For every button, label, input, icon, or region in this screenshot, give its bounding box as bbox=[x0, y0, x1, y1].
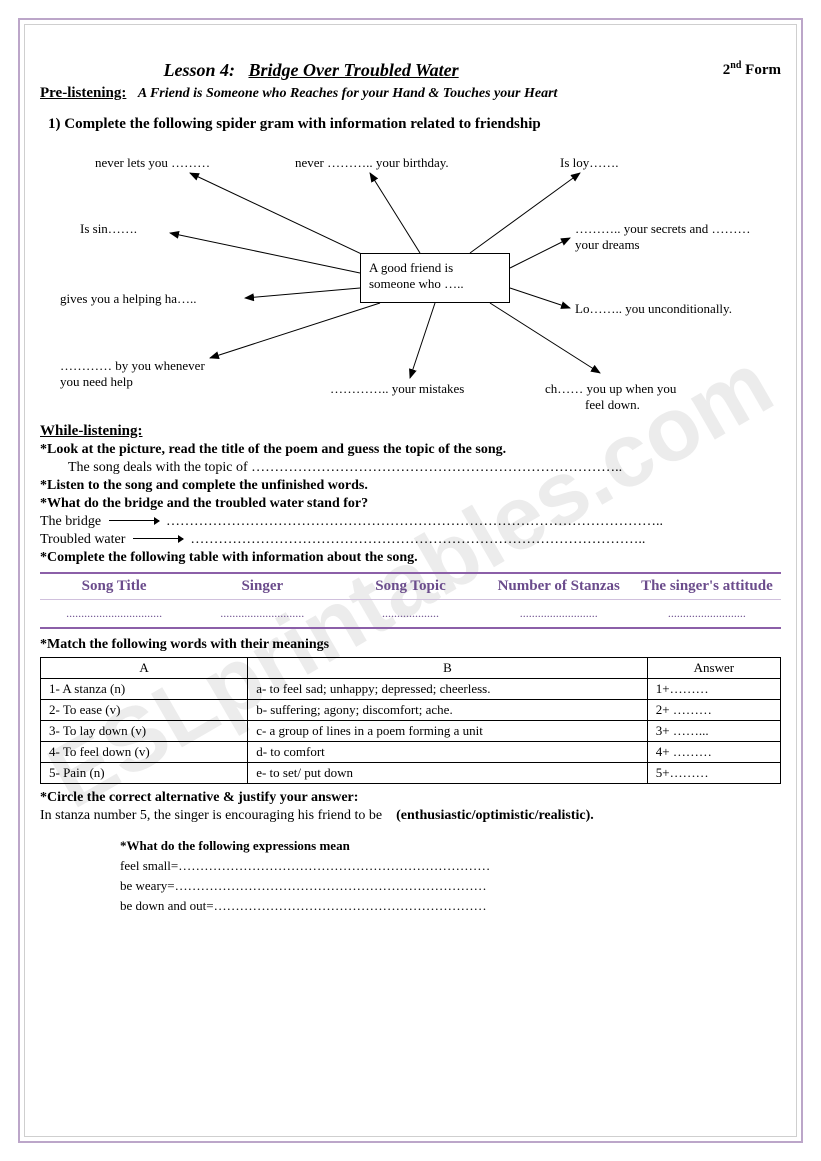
lesson-title: Bridge Over Troubled Water bbox=[249, 60, 459, 80]
expr-be-weary: be weary=……………………………………………………………… bbox=[120, 878, 781, 894]
match-b2: b- suffering; agony; discomfort; ache. bbox=[248, 700, 648, 721]
center-line1: A good friend is bbox=[369, 260, 453, 275]
song-col-attitude: The singer's attitude bbox=[633, 574, 781, 599]
match-head-a: A bbox=[41, 658, 248, 679]
spider-center: A good friend is someone who ….. bbox=[360, 253, 510, 303]
troubled-line: Troubled water …………………………………………………………………… bbox=[40, 532, 781, 548]
branch-mistakes: ………….. your mistakes bbox=[330, 381, 464, 397]
circle-options: (enthusiastic/optimistic/realistic). bbox=[396, 808, 594, 823]
match-b5: e- to set/ put down bbox=[248, 763, 648, 784]
branch-sincere: Is sin……. bbox=[80, 221, 137, 237]
match-intro: *Match the following words with their me… bbox=[40, 637, 781, 653]
song-table: Song Title Singer Song Topic Number of S… bbox=[40, 572, 781, 629]
song-cell-stanzas: .......................... bbox=[485, 600, 633, 627]
form-label: 2nd Form bbox=[723, 60, 781, 79]
song-cell-singer: ............................ bbox=[188, 600, 336, 627]
branch-secrets: ……….. your secrets and ……… your dreams bbox=[575, 221, 750, 253]
question-1: 1) Complete the following spider gram wi… bbox=[48, 116, 781, 133]
header-line: Lesson 4: Bridge Over Troubled Water 2nd… bbox=[40, 60, 781, 81]
circle-text-line: In stanza number 5, the singer is encour… bbox=[40, 808, 781, 824]
match-b1: a- to feel sad; unhappy; depressed; chee… bbox=[248, 679, 648, 700]
troubled-label: Troubled water bbox=[40, 532, 125, 547]
match-a5: 5- Pain (n) bbox=[41, 763, 248, 784]
bridge-dots: …………………………………………………………………………………………….. bbox=[166, 514, 663, 529]
circle-text: In stanza number 5, the singer is encour… bbox=[40, 808, 382, 823]
match-head-answer: Answer bbox=[647, 658, 780, 679]
song-col-singer: Singer bbox=[188, 574, 336, 599]
table-intro: *Complete the following table with infor… bbox=[40, 550, 781, 566]
worksheet-content: Lesson 4: Bridge Over Troubled Water 2nd… bbox=[40, 60, 781, 914]
match-row: 1- A stanza (n)a- to feel sad; unhappy; … bbox=[41, 679, 781, 700]
song-cell-attitude: .......................... bbox=[633, 600, 781, 627]
match-ans5: 5+……… bbox=[647, 763, 780, 784]
secrets-line1: ……….. your secrets and ……… bbox=[575, 221, 750, 236]
match-a3: 3- To lay down (v) bbox=[41, 721, 248, 742]
match-table: A B Answer 1- A stanza (n)a- to feel sad… bbox=[40, 657, 781, 784]
match-ans4: 4+ ……… bbox=[647, 742, 780, 763]
circle-intro: *Circle the correct alternative & justif… bbox=[40, 790, 781, 806]
match-row: 4- To feel down (v)d- to comfort4+ ……… bbox=[41, 742, 781, 763]
pre-listening-head: Pre-listening: bbox=[40, 85, 126, 101]
song-col-stanzas: Number of Stanzas bbox=[485, 574, 633, 599]
match-a4: 4- To feel down (v) bbox=[41, 742, 248, 763]
while-l3: *Listen to the song and complete the unf… bbox=[40, 478, 781, 494]
match-ans2: 2+ ……… bbox=[647, 700, 780, 721]
lesson-label: Lesson 4: bbox=[164, 60, 236, 80]
while-l2: The song deals with the topic of …………………… bbox=[68, 460, 781, 476]
spider-diagram: A good friend is someone who ….. never l… bbox=[40, 143, 781, 423]
branch-loyal: Is loy……. bbox=[560, 155, 619, 171]
match-row: 3- To lay down (v)c- a group of lines in… bbox=[41, 721, 781, 742]
expr-be-down: be down and out=……………………………………………………… bbox=[120, 898, 781, 914]
branch-helping-hand: gives you a helping ha….. bbox=[60, 291, 196, 307]
center-line2: someone who ….. bbox=[369, 276, 464, 291]
branch-loves: Lo…….. you unconditionally. bbox=[575, 301, 732, 317]
song-col-title: Song Title bbox=[40, 574, 188, 599]
song-col-topic: Song Topic bbox=[336, 574, 484, 599]
match-a2: 2- To ease (v) bbox=[41, 700, 248, 721]
bridge-label: The bridge bbox=[40, 514, 101, 529]
match-ans3: 3+ ……... bbox=[647, 721, 780, 742]
expr-feel-small: feel small=……………………………………………………………… bbox=[120, 858, 781, 874]
form-word: Form bbox=[745, 62, 781, 78]
expr-intro: *What do the following expressions mean bbox=[120, 838, 781, 854]
match-row: 2- To ease (v)b- suffering; agony; disco… bbox=[41, 700, 781, 721]
troubled-dots: …………………………………………………………………………………….. bbox=[190, 532, 645, 547]
song-table-row: ................................ .......… bbox=[40, 599, 781, 627]
form-suffix: nd bbox=[730, 60, 741, 71]
match-row: 5- Pain (n)e- to set/ put down5+……… bbox=[41, 763, 781, 784]
pre-listening-line: Pre-listening: A Friend is Someone who R… bbox=[40, 85, 781, 102]
secrets-line2: your dreams bbox=[575, 237, 640, 252]
match-a1: 1- A stanza (n) bbox=[41, 679, 248, 700]
arrow-icon bbox=[133, 538, 183, 539]
bridge-line: The bridge ……………………………………………………………………………… bbox=[40, 514, 781, 530]
friendship-quote: A Friend is Someone who Reaches for your… bbox=[138, 86, 558, 101]
cheers-line1: ch…… you up when you bbox=[545, 381, 676, 396]
stands-line2: you need help bbox=[60, 374, 133, 389]
cheers-line2: feel down. bbox=[585, 397, 640, 412]
song-table-head: Song Title Singer Song Topic Number of S… bbox=[40, 574, 781, 599]
while-listening-head: While-listening: bbox=[40, 423, 781, 440]
arrow-icon bbox=[109, 520, 159, 521]
stands-line1: ………… by you whenever bbox=[60, 358, 205, 373]
match-header-row: A B Answer bbox=[41, 658, 781, 679]
branch-stands-by: ………… by you whenever you need help bbox=[60, 358, 205, 390]
match-b3: c- a group of lines in a poem forming a … bbox=[248, 721, 648, 742]
song-cell-topic: ................... bbox=[336, 600, 484, 627]
branch-cheers: ch…… you up when you feel down. bbox=[545, 381, 676, 413]
match-b4: d- to comfort bbox=[248, 742, 648, 763]
while-l1: *Look at the picture, read the title of … bbox=[40, 442, 781, 458]
match-head-b: B bbox=[248, 658, 648, 679]
branch-never-lets: never lets you ……… bbox=[95, 155, 210, 171]
branch-birthday: never ……….. your birthday. bbox=[295, 155, 449, 171]
while-l4: *What do the bridge and the troubled wat… bbox=[40, 496, 781, 512]
match-ans1: 1+……… bbox=[647, 679, 780, 700]
song-cell-title: ................................ bbox=[40, 600, 188, 627]
